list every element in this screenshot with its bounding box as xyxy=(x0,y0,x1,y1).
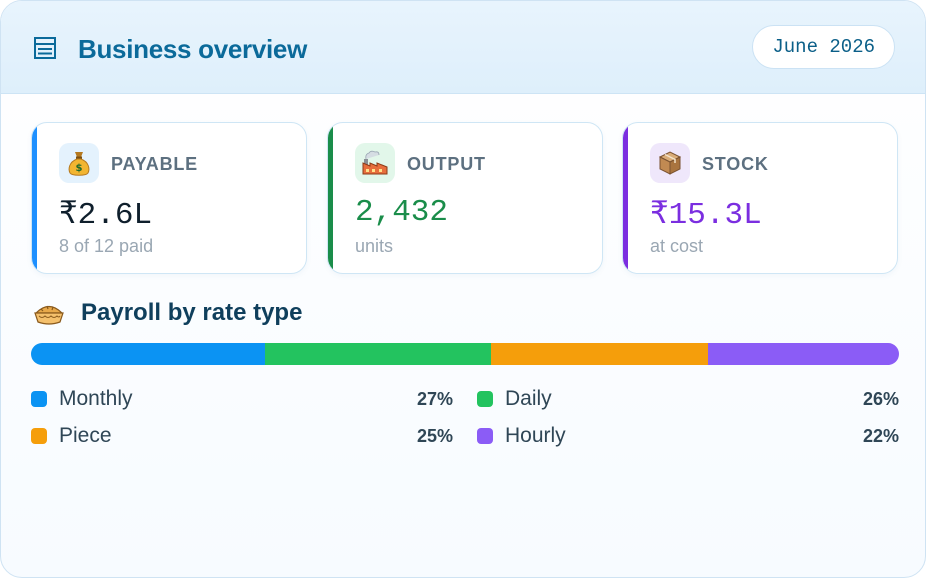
bar-segment-daily xyxy=(265,343,492,365)
month-selector[interactable]: June 2026 xyxy=(752,25,895,69)
stat-card-output[interactable]: OUTPUT 2,432 units xyxy=(327,122,603,274)
legend-label: Monthly xyxy=(59,387,133,410)
bar-segment-piece xyxy=(491,343,709,365)
stat-label: STOCK xyxy=(702,154,769,174)
legend-percent: 26% xyxy=(862,389,899,409)
stat-label: OUTPUT xyxy=(407,154,486,174)
section-title: Payroll by rate type xyxy=(81,299,303,326)
stat-value: 2,432 xyxy=(355,195,449,230)
stat-subtext: 8 of 12 paid xyxy=(59,236,154,256)
legend-item-piece: Piece 25% xyxy=(31,424,453,448)
stat-subtext: units xyxy=(355,236,394,256)
stat-card-payable[interactable]: $ PAYABLE ₹2.6L 8 of 12 paid xyxy=(31,122,307,274)
pie-icon xyxy=(34,305,64,325)
legend-swatch xyxy=(477,428,493,444)
card-header: Business overview June 2026 xyxy=(1,1,925,94)
money-bag-icon: $ xyxy=(59,143,99,183)
stat-value: ₹15.3L xyxy=(650,198,762,233)
legend-item-hourly: Hourly 22% xyxy=(477,424,899,448)
legend-swatch xyxy=(477,391,493,407)
accent-bar xyxy=(328,123,333,273)
svg-text:$: $ xyxy=(76,163,83,174)
stat-value: ₹2.6L xyxy=(59,198,153,233)
legend-label: Piece xyxy=(59,424,112,447)
accent-bar xyxy=(32,123,37,273)
bar-segment-monthly xyxy=(31,343,266,365)
legend-percent: 27% xyxy=(416,389,453,409)
package-icon xyxy=(650,143,690,183)
legend-swatch xyxy=(31,391,47,407)
list-icon xyxy=(34,37,56,59)
stat-subtext: at cost xyxy=(650,236,704,256)
stat-card-stock[interactable]: STOCK ₹15.3L at cost xyxy=(622,122,898,274)
legend-label: Daily xyxy=(505,387,552,410)
legend-item-daily: Daily 26% xyxy=(477,387,899,411)
legend-swatch xyxy=(31,428,47,444)
factory-icon xyxy=(355,143,395,183)
stat-label: PAYABLE xyxy=(111,154,198,174)
bar-segment-hourly xyxy=(708,343,899,365)
payroll-stacked-bar xyxy=(31,343,899,365)
page-title: Business overview xyxy=(78,34,308,64)
legend-item-monthly: Monthly 27% xyxy=(31,387,453,411)
accent-bar xyxy=(623,123,628,273)
legend-label: Hourly xyxy=(505,424,566,447)
legend-percent: 22% xyxy=(862,426,899,446)
legend-percent: 25% xyxy=(416,426,453,446)
